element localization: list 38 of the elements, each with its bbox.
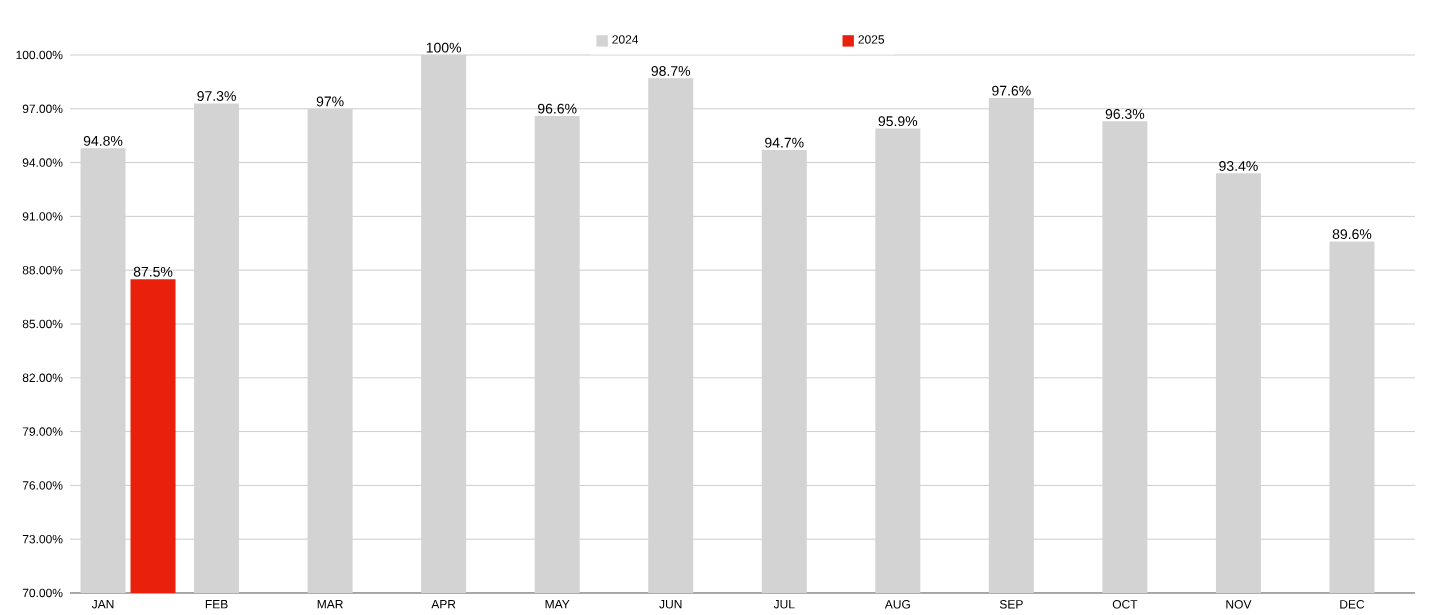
data-label: 87.5% [133, 266, 173, 277]
x-tick-label: JUL [773, 599, 795, 609]
y-tick-label: 94.00% [22, 158, 63, 167]
x-tick-label: NOV [1226, 599, 1252, 609]
y-tick-label: 76.00% [22, 481, 63, 490]
y-tick-label: 70.00% [22, 588, 63, 598]
x-tick-label: OCT [1112, 599, 1138, 609]
legend-label: 2024 [612, 35, 639, 44]
data-label: 97.3% [197, 91, 236, 101]
data-label: 96.6% [538, 103, 577, 114]
x-tick-label: JAN [91, 599, 114, 609]
x-tick-label: AUG [884, 599, 910, 609]
y-tick-label: 79.00% [22, 427, 63, 436]
y-tick-label: 85.00% [22, 319, 63, 329]
x-tick-label: JUN [659, 599, 682, 609]
y-tick-label: 91.00% [22, 212, 63, 221]
data-label: 94.8% [83, 135, 123, 146]
data-label: 97% [316, 96, 344, 107]
data-label: 94.7% [765, 137, 804, 148]
data-label: 100% [426, 42, 462, 53]
x-tick-label: SEP [999, 599, 1023, 609]
data-label: 93.4% [1219, 160, 1258, 171]
y-tick-label: 100.00% [16, 50, 63, 60]
data-label: 98.7% [651, 65, 691, 76]
y-tick-label: 97.00% [22, 104, 63, 113]
data-label: 97.6% [992, 85, 1031, 96]
x-tick-label: MAY [545, 599, 570, 609]
x-tick-label: FEB [205, 599, 228, 609]
x-tick-label: APR [431, 599, 456, 609]
data-label: 89.6% [1332, 229, 1372, 239]
legend-label: 2025 [858, 35, 885, 44]
x-tick-label: MAR [317, 599, 343, 609]
data-label: 95.9% [878, 116, 918, 127]
y-tick-label: 88.00% [22, 265, 63, 275]
y-tick-label: 82.00% [22, 373, 63, 382]
x-tick-label: DEC [1340, 599, 1365, 609]
data-label: 96.3% [1105, 108, 1145, 119]
y-tick-label: 73.00% [22, 534, 63, 544]
